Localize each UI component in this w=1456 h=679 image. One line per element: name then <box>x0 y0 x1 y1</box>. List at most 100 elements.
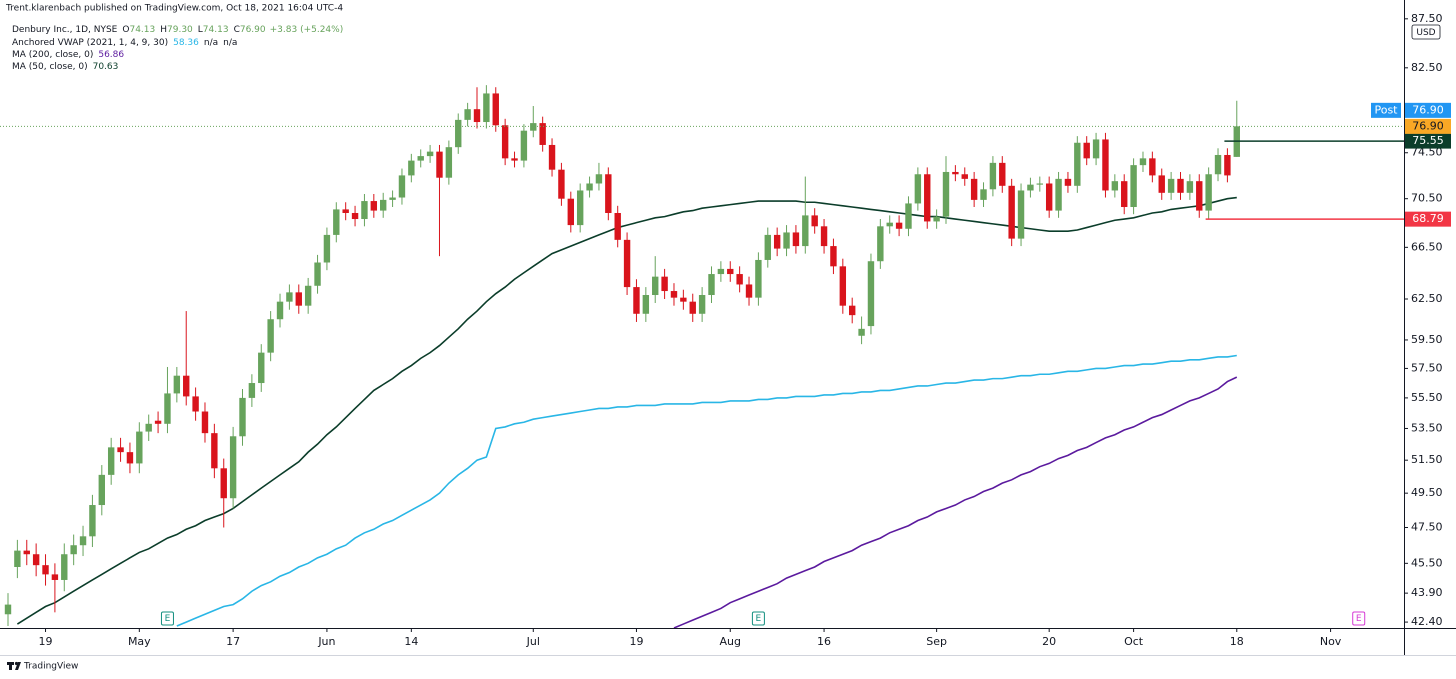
candle-body <box>333 209 340 235</box>
candle-body <box>1083 142 1090 159</box>
candle-body <box>314 262 321 286</box>
candle-body <box>370 201 378 211</box>
legend-ohlc-value: 74.13 <box>203 25 229 35</box>
legend-change: +3.83 (+5.24%) <box>270 25 344 35</box>
candle-body <box>248 383 256 398</box>
candle-body <box>145 423 152 432</box>
candle-body <box>389 197 396 200</box>
legend-ohlc-key: O <box>122 25 129 35</box>
candle-body <box>32 554 40 566</box>
candle-body <box>539 123 546 145</box>
candle-body <box>1121 181 1128 208</box>
price-tag <box>1405 133 1451 149</box>
candle-body <box>989 162 997 190</box>
candle-body <box>999 162 1006 186</box>
publish-header: Trent.klarenbach published on TradingVie… <box>5 4 343 14</box>
candle-body <box>867 261 875 327</box>
candle-body <box>1196 181 1203 211</box>
candle-body <box>1027 184 1034 191</box>
candle-body <box>492 93 499 126</box>
legend-indicator-row: Anchored VWAP (2021, 1, 4, 9, 30) 58.36 n/… <box>12 38 237 48</box>
earnings-marker-label: E <box>165 614 171 624</box>
candle-body <box>276 301 284 320</box>
y-tick-label: 70.50 <box>1411 192 1443 205</box>
price-tag-label: 76.90 <box>1412 103 1444 116</box>
candle-body <box>1017 190 1025 239</box>
price-tag-label: 75.55 <box>1412 134 1444 147</box>
candle-body <box>783 232 790 249</box>
candle-body <box>201 411 209 434</box>
candle-body <box>727 268 734 275</box>
y-tick-label: 47.50 <box>1411 521 1443 534</box>
legend-ohlc-value: 76.90 <box>240 25 266 35</box>
candle-body <box>436 151 443 178</box>
candle-body <box>511 158 518 161</box>
candle-body <box>811 215 818 227</box>
candle-body <box>717 268 725 275</box>
candle-body <box>858 328 865 336</box>
legend-ohlc-value: 79.30 <box>167 25 193 35</box>
x-tick-label: 14 <box>404 635 418 648</box>
candle-body <box>633 287 640 314</box>
candle-body <box>79 536 87 546</box>
candle-body <box>501 125 509 159</box>
candle-body <box>661 276 668 292</box>
candle-body <box>61 554 68 580</box>
candle-body <box>548 144 556 170</box>
candle-body <box>286 292 293 302</box>
legend-ohlc-value: 74.13 <box>129 25 155 35</box>
candle-body <box>14 550 21 567</box>
y-tick-label: 66.50 <box>1411 240 1443 253</box>
candle-body <box>520 130 528 161</box>
y-tick-label: 53.50 <box>1411 421 1443 434</box>
candle-body <box>623 239 631 288</box>
x-tick-label: 20 <box>1042 635 1056 648</box>
earnings-marker <box>751 611 765 626</box>
candle-body <box>689 301 696 314</box>
candle-body <box>107 447 115 475</box>
candle-body <box>1064 178 1072 186</box>
earnings-marker-label: E <box>1356 614 1362 624</box>
plot-area <box>0 85 1404 628</box>
candle-body <box>530 123 537 131</box>
legend-indicator-row: MA (50, close, 0) 70.63 <box>12 62 118 72</box>
candle-body <box>192 396 199 412</box>
candle-body <box>980 189 987 200</box>
legend-indicator-value: 56.86 <box>98 50 124 60</box>
candle-body <box>820 226 828 247</box>
y-tick-label: 42.40 <box>1411 615 1443 628</box>
candle-body <box>164 393 171 424</box>
candle-body <box>670 291 678 298</box>
footer-logo <box>7 661 21 670</box>
legend-indicator-value: 58.36 <box>173 38 199 48</box>
candle-body <box>886 222 893 227</box>
candle-body <box>455 119 462 148</box>
y-tick-label: 87.50 <box>1411 12 1443 25</box>
candle-body <box>1130 165 1137 208</box>
candle-body <box>924 174 931 222</box>
y-tick-label: 51.50 <box>1411 453 1443 466</box>
legend-indicator-name: Anchored VWAP (2021, 1, 4, 9, 30) <box>12 38 168 48</box>
candle-body <box>42 565 49 575</box>
y-tick-label: 55.50 <box>1411 391 1443 404</box>
candle-body <box>154 420 162 424</box>
candle-body <box>1045 183 1053 211</box>
candle-body <box>698 295 706 314</box>
candle-body <box>1214 154 1222 175</box>
candle-body <box>126 452 134 464</box>
candle-body <box>267 319 274 353</box>
legend-symbol-row: Denbury Inc., 1D, NYSE O74.13 H79.30 L74.13… <box>12 25 343 35</box>
price-tag <box>1405 102 1451 118</box>
indicator-line <box>176 354 1237 627</box>
price-tag-label: 76.90 <box>1412 119 1444 132</box>
candle-body <box>745 284 753 298</box>
candle-body <box>408 160 415 176</box>
candle-body <box>1008 185 1015 239</box>
price-tag <box>1405 118 1451 134</box>
x-tick-label: 19 <box>629 635 643 648</box>
currency-label: USD <box>1416 28 1435 38</box>
candle-body <box>708 274 715 296</box>
price-tag <box>1405 211 1451 227</box>
candle-body <box>642 295 650 314</box>
